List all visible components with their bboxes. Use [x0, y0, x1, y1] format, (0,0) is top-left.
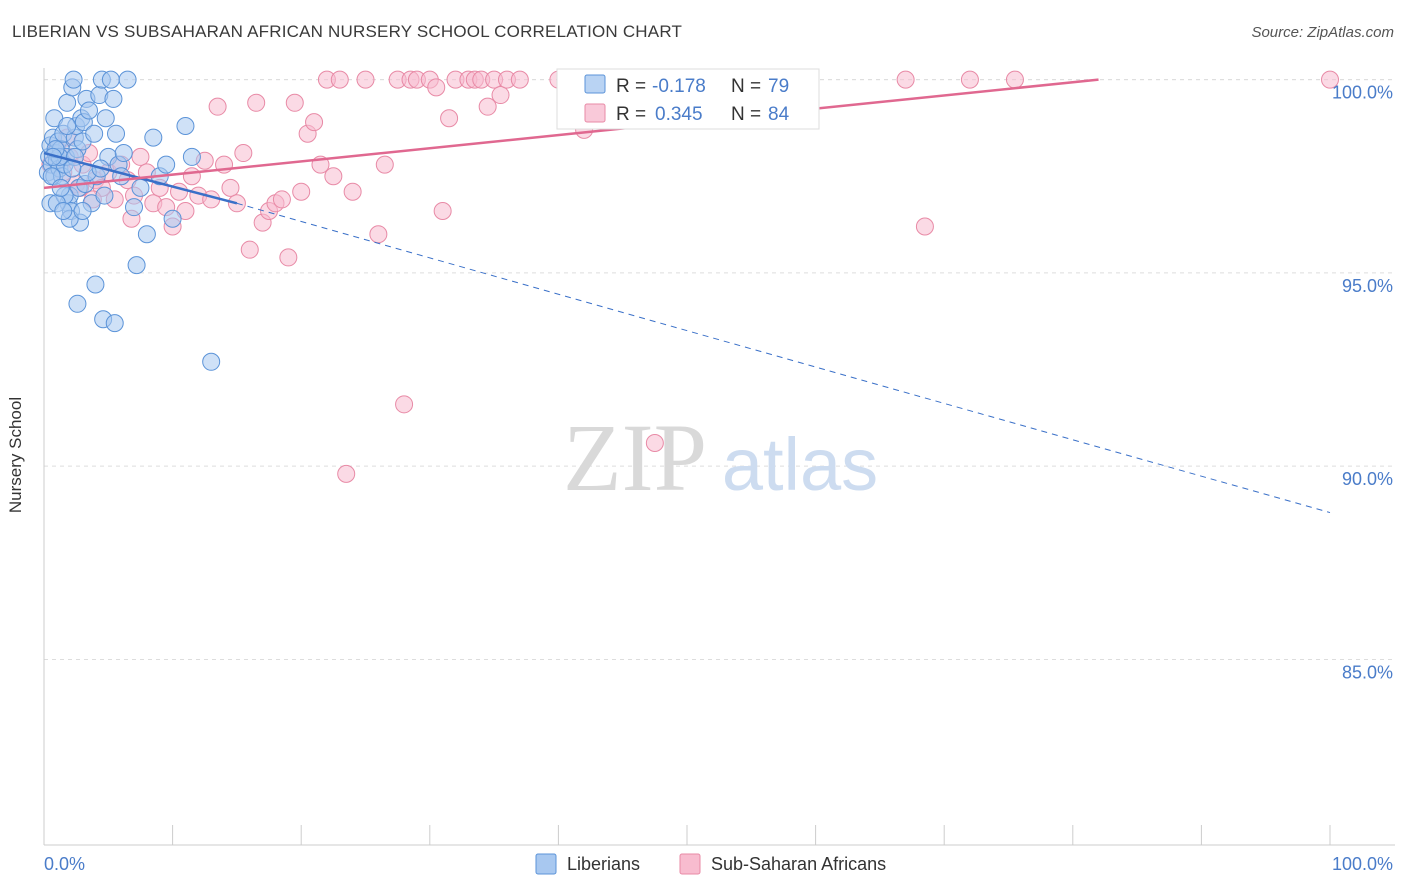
blue-point — [163, 209, 182, 228]
blue-point — [131, 178, 150, 197]
pink-trend-line — [43, 78, 1099, 190]
blue-point — [157, 155, 176, 174]
blue-point — [58, 93, 77, 112]
y-tick-label: 85.0% — [1342, 662, 1393, 682]
pink-point — [234, 144, 253, 163]
blue-point — [54, 202, 73, 221]
chart-title: LIBERIAN VS SUBSAHARAN AFRICAN NURSERY S… — [12, 22, 683, 41]
blue-point — [137, 225, 156, 244]
blue-point — [86, 275, 105, 294]
blue-point — [64, 70, 83, 89]
pink-point — [427, 78, 446, 97]
pink-point — [510, 70, 529, 89]
axes — [43, 68, 1395, 846]
blue-trend-line-dashed — [236, 202, 1331, 514]
legend-n-value-1: 79 — [768, 76, 789, 97]
pink-point — [272, 190, 291, 209]
correlation-legend: R = -0.178 N = 79 R = 0.345 N = 84 — [556, 68, 820, 130]
pink-point — [305, 113, 324, 132]
pink-point — [337, 464, 356, 483]
pink-point — [960, 70, 979, 89]
pink-point — [131, 147, 150, 166]
blue-point — [85, 124, 104, 143]
legend-r-label-1: R = — [616, 76, 646, 97]
pink-point — [356, 70, 375, 89]
blue-point — [73, 202, 92, 221]
legend-swatch-blue — [584, 74, 606, 94]
legend-n-label-1: N = — [731, 76, 761, 97]
pink-point — [292, 182, 311, 201]
pink-point — [240, 240, 259, 259]
pink-point — [1005, 70, 1024, 89]
blue-series-points — [38, 70, 221, 371]
blue-point — [144, 128, 163, 147]
blue-point — [68, 294, 87, 313]
blue-point — [104, 89, 123, 108]
watermark-zip: ZIP — [563, 404, 707, 511]
pink-point — [324, 167, 343, 186]
bottom-legend-label-2: Sub-Saharan Africans — [711, 854, 886, 874]
blue-point — [127, 256, 146, 275]
blue-point — [182, 147, 201, 166]
blue-point — [118, 70, 137, 89]
pink-point — [491, 86, 510, 105]
blue-point — [114, 144, 133, 163]
y-tick-label: 90.0% — [1342, 469, 1393, 489]
x-tick-labels: 0.0% 100.0% — [44, 854, 1393, 874]
watermark-atlas: atlas — [722, 423, 878, 506]
x-tick-label-max: 100.0% — [1332, 854, 1393, 874]
pink-point — [440, 109, 459, 128]
blue-point — [107, 124, 126, 143]
pink-point — [478, 97, 497, 116]
legend-r-value-1: -0.178 — [652, 76, 706, 97]
pink-point — [433, 202, 452, 221]
legend-n-value-2: 84 — [768, 104, 790, 125]
pink-point — [369, 225, 388, 244]
legend-n-label-2: N = — [731, 104, 761, 125]
blue-point — [58, 116, 77, 135]
pink-point — [285, 93, 304, 112]
bottom-legend-swatch-blue — [535, 853, 557, 875]
legend-r-label-2: R = — [616, 104, 646, 125]
pink-point — [279, 248, 298, 267]
y-tick-label: 100.0% — [1332, 83, 1393, 103]
pink-point — [375, 155, 394, 174]
watermark: ZIP atlas — [563, 404, 878, 511]
trend-lines — [43, 78, 1331, 514]
source-label: Source: ZipAtlas.com — [1251, 24, 1394, 41]
blue-point — [176, 116, 195, 135]
pink-point — [896, 70, 915, 89]
pink-point — [182, 167, 201, 186]
pink-point — [247, 93, 266, 112]
blue-point — [95, 186, 114, 205]
pink-point — [221, 178, 240, 197]
y-tick-labels: 85.0% 90.0% 95.0% 100.0% — [1332, 83, 1393, 683]
pink-point — [208, 97, 227, 116]
blue-point — [105, 314, 124, 333]
pink-point — [645, 433, 664, 452]
pink-point — [395, 395, 414, 414]
bottom-legend-swatch-pink — [679, 853, 701, 875]
bottom-legend-label-1: Liberians — [567, 854, 640, 874]
pink-point — [1321, 70, 1339, 89]
legend-r-value-2: 0.345 — [655, 104, 703, 125]
legend-swatch-pink — [584, 103, 606, 123]
pink-point — [915, 217, 934, 236]
pink-point — [330, 70, 349, 89]
blue-point — [125, 198, 144, 217]
blue-point — [96, 109, 115, 128]
y-tick-label: 95.0% — [1342, 276, 1393, 296]
series-legend: Liberians Sub-Saharan Africans — [535, 853, 886, 875]
blue-point — [202, 352, 221, 371]
blue-point — [101, 70, 120, 89]
x-tick-label-min: 0.0% — [44, 854, 85, 874]
blue-point — [112, 167, 131, 186]
pink-point — [343, 182, 362, 201]
blue-point — [80, 101, 99, 120]
